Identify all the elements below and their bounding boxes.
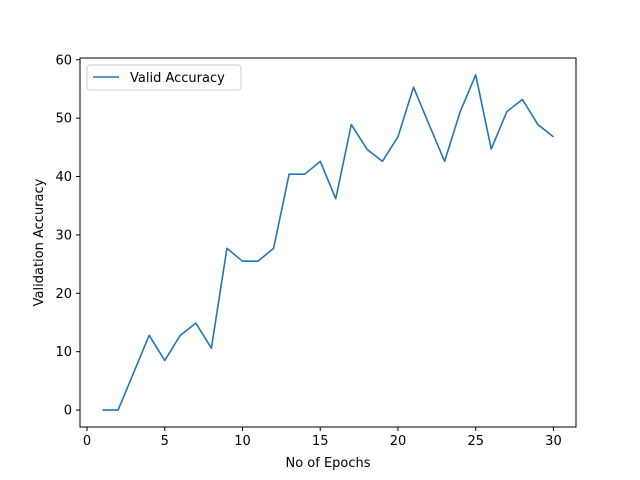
legend-box [86, 64, 242, 91]
x-tick-label: 15 [312, 434, 329, 449]
y-tick-label: 0 [64, 404, 72, 419]
y-axis-label: Validation Accuracy [32, 178, 47, 306]
y-tick-label: 10 [55, 345, 72, 360]
x-tick-label: 30 [545, 434, 562, 449]
x-tick-label: 20 [390, 434, 407, 449]
y-tick-label: 40 [55, 170, 72, 185]
x-tick-label: 5 [161, 434, 169, 449]
x-tick-label: 10 [234, 434, 251, 449]
x-tick-label: 25 [467, 434, 484, 449]
y-tick-label: 30 [55, 228, 72, 243]
x-tick-label: 0 [83, 434, 91, 449]
series-line-valid-accuracy [102, 74, 554, 411]
series-layer [102, 74, 554, 411]
y-axis-ticks: 0 10 20 30 40 50 60 [55, 53, 80, 419]
y-tick-label: 20 [55, 287, 72, 302]
legend-label-valid-accuracy: Valid Accuracy [130, 71, 225, 86]
axes-frame [79, 57, 577, 428]
y-tick-label: 50 [55, 112, 72, 127]
y-tick-label: 60 [55, 53, 72, 68]
legend: Valid Accuracy [86, 64, 242, 91]
x-axis-ticks: 0 5 10 15 20 25 30 [83, 427, 562, 449]
x-axis-label: No of Epochs [285, 456, 370, 471]
